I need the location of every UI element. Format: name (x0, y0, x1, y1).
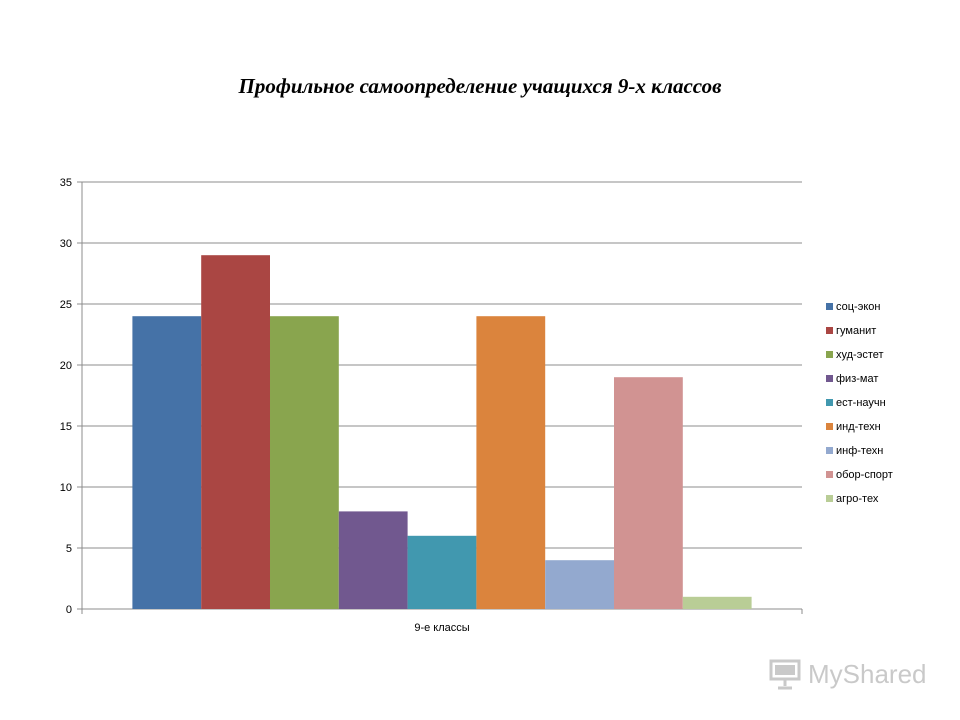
legend-swatch (826, 423, 833, 430)
bars (132, 255, 752, 609)
y-tick-label: 20 (60, 360, 72, 372)
bar-4 (338, 511, 408, 609)
legend-swatch (826, 399, 833, 406)
legend-label: худ-эстет (836, 349, 884, 361)
y-tick-label: 5 (66, 543, 72, 555)
y-tick-label: 0 (66, 604, 72, 616)
bar-6 (476, 316, 546, 609)
legend: соц-экон гуманит худ-эстет физ-мат ест-научн… (826, 301, 893, 505)
watermark-text: MyShared (808, 658, 927, 689)
legend-swatch (826, 447, 833, 454)
y-tick-label: 25 (60, 299, 72, 311)
legend-label: соц-экон (836, 301, 880, 313)
legend-swatch (826, 471, 833, 478)
bar-8 (614, 377, 683, 609)
legend-label: физ-мат (836, 373, 878, 385)
legend-swatch (826, 327, 833, 334)
legend-label: инф-техн (836, 445, 883, 457)
legend-label: гуманит (836, 325, 876, 337)
bar-3 (270, 316, 339, 609)
y-tick-label: 30 (60, 238, 72, 250)
y-tick-label: 10 (60, 482, 72, 494)
bar-5 (407, 535, 477, 609)
projector-screen-icon (769, 659, 801, 690)
bar-2 (201, 255, 270, 609)
bar-9 (682, 596, 752, 609)
bar-7 (545, 560, 614, 609)
legend-label: ест-научн (836, 397, 886, 409)
x-category-label: 9-е классы (414, 622, 469, 634)
legend-swatch (826, 351, 833, 358)
legend-swatch (826, 375, 833, 382)
watermark: MyShared (768, 654, 938, 694)
bar-1 (132, 316, 202, 609)
legend-label: обор-спорт (836, 469, 893, 481)
legend-swatch (826, 495, 833, 502)
legend-label: агро-тех (836, 493, 879, 505)
legend-swatch (826, 303, 833, 310)
y-tick-label: 35 (60, 177, 72, 189)
y-tick-label: 15 (60, 421, 72, 433)
chart-title: Профильное самоопределение учащихся 9-х … (238, 74, 722, 98)
legend-label: инд-техн (836, 421, 881, 433)
